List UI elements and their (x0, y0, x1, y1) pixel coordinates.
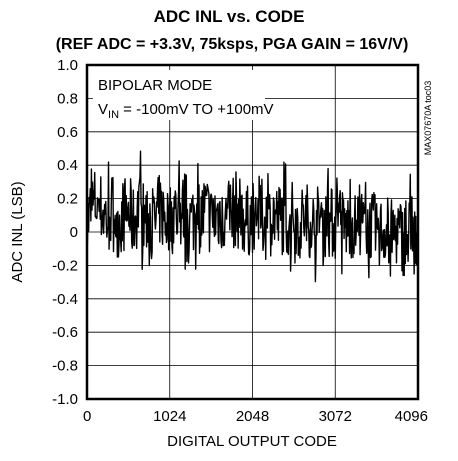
annotation-v: V (98, 101, 108, 118)
y-tick-label: 0.6 (57, 124, 78, 141)
annotation-background (93, 70, 265, 120)
x-tick-label: 1024 (153, 408, 186, 425)
y-tick-label: 1.0 (57, 57, 78, 74)
annotation-v-sub: IN (108, 109, 119, 121)
x-tick-label: 3072 (319, 408, 352, 425)
y-tick-label: 0 (70, 224, 78, 241)
y-tick-label: -0.6 (52, 324, 78, 341)
inl-series-line (86, 150, 419, 283)
y-axis-label: ADC INL (LSB) (9, 181, 26, 282)
y-tick-label: -0.2 (52, 257, 78, 274)
x-tick-label: 0 (83, 408, 91, 425)
x-tick-label: 2048 (236, 408, 269, 425)
plot-frame (85, 63, 420, 401)
annotation-mode: BIPOLAR MODE (98, 77, 212, 94)
y-tick-label: 0.8 (57, 90, 78, 107)
chart-subtitle: (REF ADC = +3.3V, 75ksps, PGA GAIN = 16V… (56, 36, 409, 53)
y-axis: 1.0 0.8 0.6 0.4 0.2 0 -0.2 -0.4 -0.6 -0.8 -1.0 (52, 57, 78, 408)
chart-title: ADC INL vs. CODE (154, 7, 305, 26)
side-code-background (421, 70, 434, 168)
x-axis: 0 1024 2048 3072 4096 (83, 408, 428, 425)
y-tick-label: -0.8 (52, 358, 78, 375)
series-layer (86, 150, 419, 283)
y-tick-label: 0.2 (57, 191, 78, 208)
annotation-range-text: = -100mV TO +100mV (119, 101, 274, 118)
side-code: MAX07670A toc03 (423, 81, 433, 156)
x-tick-label: 4096 (395, 408, 428, 425)
y-tick-label: -1.0 (52, 391, 78, 408)
x-axis-label: DIGITAL OUTPUT CODE (167, 433, 337, 450)
y-tick-label: 0.4 (57, 157, 78, 174)
y-tick-label: -0.4 (52, 291, 78, 308)
annotation-range: VIN = -100mV TO +100mV (98, 101, 274, 121)
